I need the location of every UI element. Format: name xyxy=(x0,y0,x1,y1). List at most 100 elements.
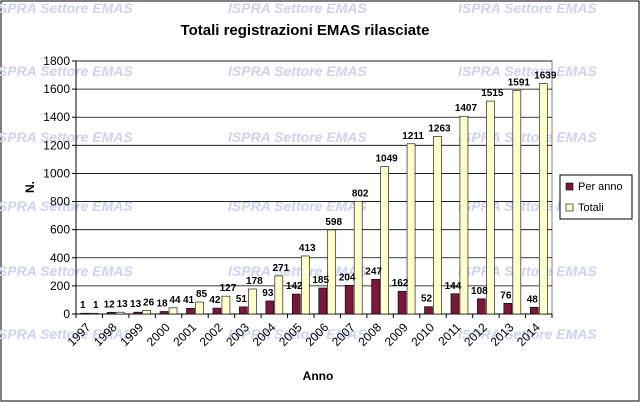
data-label-totali: 85 xyxy=(196,289,208,300)
data-label-totali: 598 xyxy=(325,217,342,228)
watermark-text: ISPRA Settore EMAS xyxy=(458,326,597,342)
bar-per-anno xyxy=(186,307,195,315)
bar-per-anno xyxy=(397,290,407,315)
grid-layer xyxy=(72,60,553,318)
legend-swatch-totali xyxy=(565,203,574,212)
bar-totali xyxy=(248,288,257,315)
data-label-totali: 1639 xyxy=(534,71,557,82)
data-label-totali: 178 xyxy=(246,276,263,287)
y-tick-label: 800 xyxy=(50,195,70,209)
watermark-text: ISPRA Settore EMAS xyxy=(228,326,367,342)
y-tick-label: 1000 xyxy=(43,166,70,180)
data-label-totali: 1591 xyxy=(508,77,531,88)
watermark-text: ISPRA Settore EMAS xyxy=(0,129,133,145)
data-label-per-anno: 142 xyxy=(286,281,303,292)
watermark-text: ISPRA Settore EMAS xyxy=(228,129,367,145)
y-tick-label: 600 xyxy=(50,223,70,237)
bar-totali xyxy=(327,229,337,315)
data-label-totali: 413 xyxy=(299,243,316,254)
y-tick-label: 200 xyxy=(50,279,70,293)
y-tick-label: 400 xyxy=(50,251,70,265)
watermark-text: ISPRA Settore EMAS xyxy=(458,63,597,79)
watermark-text: ISPRA Settore EMAS xyxy=(0,198,133,214)
y-tick-label: 1200 xyxy=(43,138,70,152)
bar-per-anno xyxy=(477,298,486,315)
data-label-totali: 127 xyxy=(220,283,237,294)
bar-totali xyxy=(380,166,389,315)
bar-totali xyxy=(353,200,363,315)
watermark-text: ISPRA Settore EMAS xyxy=(0,326,133,342)
data-label-per-anno: 13 xyxy=(130,299,142,310)
data-label-per-anno: 42 xyxy=(209,295,221,306)
chart-title: Totali registrazioni EMAS rilasciate xyxy=(181,22,430,39)
bar-totali xyxy=(459,115,469,315)
data-label-per-anno: 52 xyxy=(421,294,433,305)
bars-layer xyxy=(80,83,548,315)
watermark-text: ISPRA Settore EMAS xyxy=(0,0,133,16)
watermark-text: ISPRA Settore EMAS xyxy=(228,0,367,16)
legend-box xyxy=(559,174,633,220)
data-label-totali: 1 xyxy=(93,300,99,311)
bar-per-anno xyxy=(424,306,433,315)
y-tick-label: 0 xyxy=(63,307,70,321)
bar-totali xyxy=(274,275,284,315)
legend-label-totali: Totali xyxy=(578,202,604,214)
bar-totali xyxy=(486,100,495,315)
bar-per-anno xyxy=(318,287,328,315)
bar-per-anno xyxy=(212,307,222,315)
data-label-totali: 802 xyxy=(352,188,369,199)
data-label-totali: 1515 xyxy=(481,88,504,99)
data-label-totali: 44 xyxy=(169,295,181,306)
data-label-totali: 1211 xyxy=(402,131,424,142)
bar-totali xyxy=(221,295,231,315)
data-label-per-anno: 185 xyxy=(312,275,329,286)
x-axis-title: Anno xyxy=(303,369,334,383)
data-label-per-anno: 12 xyxy=(104,299,116,310)
data-label-per-anno: 48 xyxy=(527,294,539,305)
data-label-totali: 1049 xyxy=(375,154,398,165)
bar-totali xyxy=(300,255,310,315)
watermark-text: ISPRA Settore EMAS xyxy=(458,129,597,145)
bar-per-anno xyxy=(159,311,169,315)
y-tick-labels: 0 200 400 600 800 1000 1200 1400 1600 1800 xyxy=(43,54,70,321)
data-label-per-anno: 41 xyxy=(183,295,195,306)
data-label-totali: 1407 xyxy=(455,103,478,114)
bar-per-anno xyxy=(503,303,513,315)
legend-swatch-per-anno xyxy=(565,182,574,191)
bar-totali xyxy=(406,143,416,315)
data-label-per-anno: 162 xyxy=(392,278,409,289)
y-tick-label: 1600 xyxy=(43,82,70,96)
watermark-text: ISPRA Settore EMAS xyxy=(0,263,133,279)
watermark-text: ISPRA Settore EMAS xyxy=(228,63,367,79)
watermark-text: ISPRA Settore EMAS xyxy=(458,263,597,279)
data-label-per-anno: 1 xyxy=(80,300,86,311)
data-label-per-anno: 204 xyxy=(339,272,356,283)
data-label-per-anno: 144 xyxy=(445,281,462,292)
data-label-per-anno: 76 xyxy=(500,290,512,301)
bar-per-anno xyxy=(239,306,248,315)
data-label-per-anno: 51 xyxy=(236,294,248,305)
y-tick-label: 1800 xyxy=(43,54,70,68)
y-tick-label: 1400 xyxy=(43,110,70,124)
y-axis-title: N. xyxy=(23,181,37,193)
legend: Per anno Totali xyxy=(559,174,633,220)
bar-per-anno xyxy=(344,285,354,315)
bar-totali xyxy=(142,310,151,315)
bar-per-anno xyxy=(450,293,460,315)
legend-label-per-anno: Per anno xyxy=(578,181,623,193)
bar-totali xyxy=(89,312,99,315)
data-label-per-anno: 93 xyxy=(262,288,274,299)
bar-totali xyxy=(538,83,548,315)
watermark-text: ISPRA Settore EMAS xyxy=(228,198,367,214)
data-label-totali: 271 xyxy=(272,263,289,274)
data-label-per-anno: 18 xyxy=(156,298,168,309)
bar-totali xyxy=(433,136,442,315)
bar-totali xyxy=(168,307,178,315)
bar-per-anno xyxy=(133,311,142,315)
data-label-per-anno: 247 xyxy=(365,266,382,277)
data-label-totali: 13 xyxy=(117,299,129,310)
bar-totali xyxy=(512,90,522,315)
